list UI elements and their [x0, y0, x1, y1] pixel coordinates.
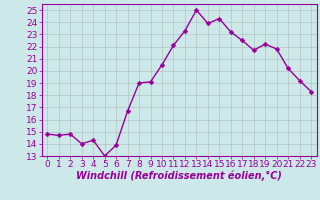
X-axis label: Windchill (Refroidissement éolien,°C): Windchill (Refroidissement éolien,°C) [76, 171, 282, 181]
